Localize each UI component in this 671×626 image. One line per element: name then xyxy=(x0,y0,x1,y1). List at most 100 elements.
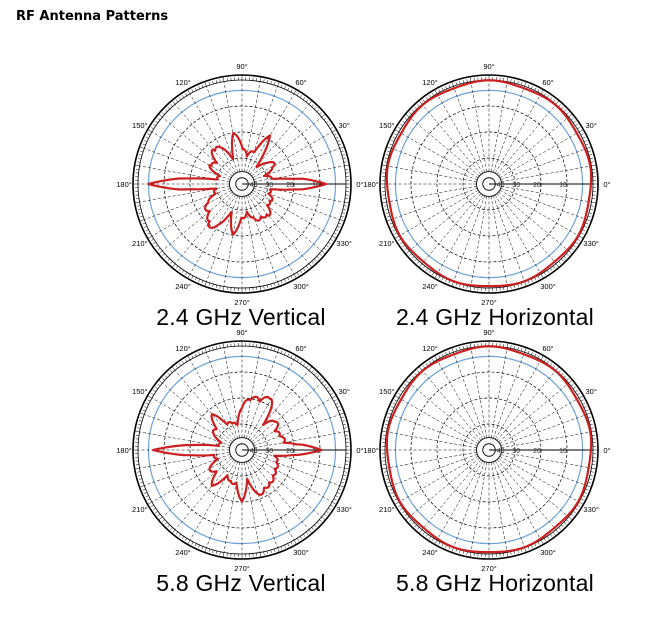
grid-radial xyxy=(496,193,557,264)
grid-radial xyxy=(246,86,278,173)
angle-tick xyxy=(293,89,297,95)
angle-tick xyxy=(585,488,589,491)
angle-tick xyxy=(147,133,151,136)
angle-tick-label: 330° xyxy=(336,505,352,514)
angle-tick xyxy=(578,501,584,505)
angle-tick xyxy=(402,510,406,514)
grid-radial xyxy=(223,81,241,172)
angle-tick xyxy=(153,389,156,393)
angle-tick xyxy=(540,539,544,545)
grid-radial xyxy=(495,359,542,440)
angle-tick xyxy=(586,485,592,488)
grid-radial xyxy=(251,382,322,443)
angle-tick xyxy=(147,395,153,399)
angle-tick xyxy=(441,87,444,91)
angle-tick xyxy=(517,283,519,287)
angle-tick xyxy=(162,253,165,256)
angle-tick xyxy=(510,345,512,349)
angle-tick xyxy=(563,375,567,378)
grid-radial xyxy=(151,456,232,503)
grid-radial xyxy=(498,191,569,252)
angle-tick xyxy=(340,416,344,419)
grid-radial xyxy=(493,86,525,173)
angle-tick xyxy=(590,161,594,163)
angle-tick xyxy=(293,355,297,361)
radial-tick-label: 10 xyxy=(559,182,567,189)
angle-tick xyxy=(284,86,286,90)
angle-tick xyxy=(287,353,290,357)
angle-tick xyxy=(178,97,182,101)
angle-tick xyxy=(302,363,306,367)
angle-tick xyxy=(404,117,408,121)
angle-tick xyxy=(387,215,391,218)
radial-tick-label: 20 xyxy=(286,448,294,455)
angle-tick xyxy=(287,87,290,91)
angle-tick xyxy=(389,222,393,225)
angle-tick-label: 180° xyxy=(363,180,379,189)
angle-tick xyxy=(338,143,342,146)
angle-tick xyxy=(153,507,156,511)
grid-radial xyxy=(189,194,236,275)
radial-tick-label: 30 xyxy=(265,182,273,189)
angle-tick xyxy=(212,283,214,287)
angle-tick xyxy=(570,117,574,121)
angle-tick-label: 240° xyxy=(422,282,438,291)
grid-radial xyxy=(421,459,482,530)
angle-tick-label: 180° xyxy=(116,180,132,189)
angle-tick xyxy=(263,345,265,349)
grid-radial xyxy=(162,382,233,443)
angle-tick xyxy=(555,100,560,105)
grid-radial xyxy=(174,459,235,530)
angle-tick xyxy=(404,383,408,387)
angle-tick xyxy=(385,474,389,477)
angle-tick xyxy=(459,549,461,553)
angle-tick xyxy=(308,366,313,371)
angle-tick xyxy=(459,81,461,85)
grid-radial xyxy=(391,188,478,220)
angle-tick xyxy=(387,416,391,419)
grid-radial xyxy=(398,131,479,178)
angle-tick xyxy=(171,529,176,534)
angle-tick-label: 150° xyxy=(379,121,395,130)
angle-tick xyxy=(428,270,432,273)
angle-tick xyxy=(341,478,345,480)
angle-tick xyxy=(546,95,550,98)
angle-tick xyxy=(418,366,423,371)
angle-tick xyxy=(575,507,578,511)
angle-tick xyxy=(273,82,276,86)
angle-tick xyxy=(517,81,519,85)
radial-tick-label: 40 xyxy=(250,182,258,189)
angle-tick xyxy=(145,229,149,232)
angle-tick-label: 330° xyxy=(583,239,599,248)
angle-tick xyxy=(181,270,185,273)
angle-tick xyxy=(441,353,444,357)
angle-tick xyxy=(164,375,168,378)
angle-tick xyxy=(527,84,530,88)
angle-tick xyxy=(392,229,396,232)
angle-tick xyxy=(580,232,584,235)
angle-tick xyxy=(414,524,417,528)
angle-tick xyxy=(341,212,345,214)
angle-tick xyxy=(155,386,159,390)
angle-tick xyxy=(585,222,589,225)
angle-tick xyxy=(578,395,584,399)
angle-tick xyxy=(185,272,188,275)
angle-tick xyxy=(384,205,388,207)
angle-tick xyxy=(534,277,537,281)
angle-tick xyxy=(462,284,465,288)
angle-tick xyxy=(134,467,140,470)
angle-tick xyxy=(293,273,297,279)
angle-tick xyxy=(335,495,339,498)
angle-tick xyxy=(469,342,472,348)
angle-tick xyxy=(540,273,544,279)
angle-tick xyxy=(339,412,345,415)
angle-tick xyxy=(158,379,163,384)
angle-tick xyxy=(219,345,221,349)
angle-tick xyxy=(219,79,221,83)
angle-tick xyxy=(561,372,564,376)
angle-tick xyxy=(411,375,415,378)
grid-radial xyxy=(421,370,482,441)
angle-tick xyxy=(578,235,584,239)
angle-tick xyxy=(540,89,544,95)
